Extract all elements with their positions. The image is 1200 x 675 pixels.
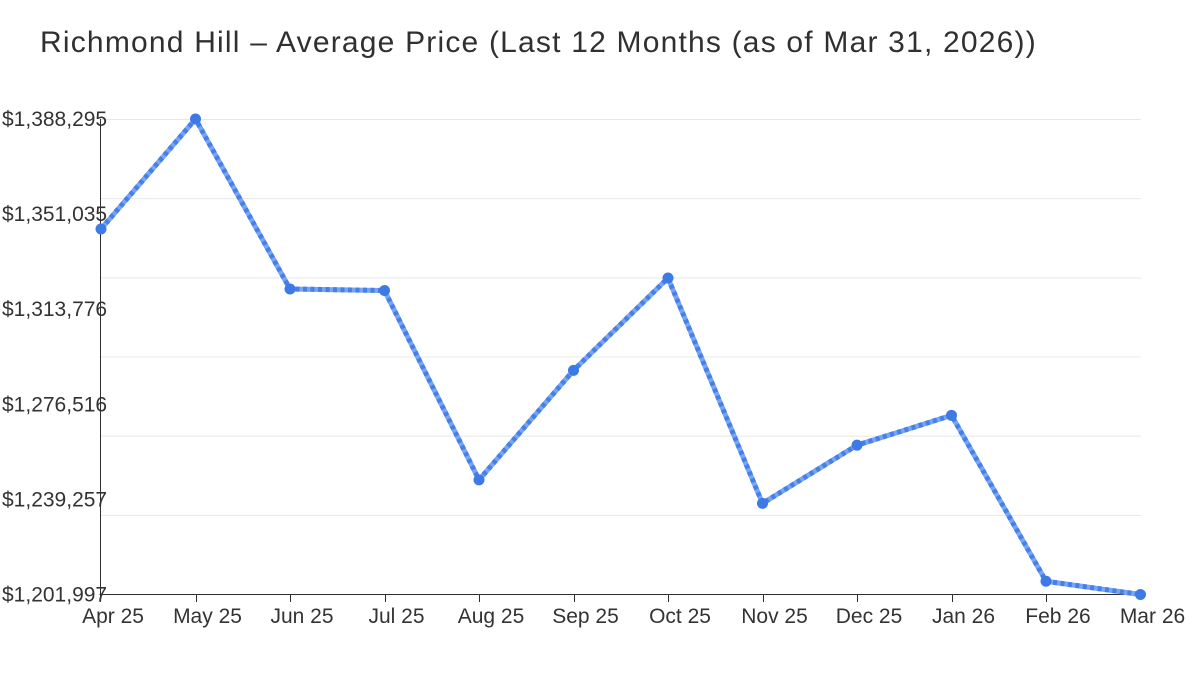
data-point-marker[interactable] (851, 439, 863, 451)
y-axis-label: $1,313,776 (2, 298, 107, 321)
x-axis-label: Aug 25 (458, 605, 525, 628)
data-point-marker[interactable] (1040, 575, 1052, 587)
data-point-marker[interactable] (568, 364, 579, 376)
x-axis-label: May 25 (173, 605, 242, 628)
y-axis-label: $1,201,997 (2, 584, 107, 607)
data-point-marker[interactable] (190, 113, 201, 125)
x-axis-label: Dec 25 (836, 605, 903, 628)
x-axis-label: Oct 25 (649, 605, 711, 628)
data-point-marker[interactable] (95, 223, 107, 235)
data-point-marker[interactable] (379, 285, 390, 297)
chart-title: Richmond Hill – Average Price (Last 12 M… (40, 26, 1037, 59)
x-axis-label: Apr 25 (82, 605, 144, 628)
x-axis-label: Jun 25 (270, 605, 333, 628)
data-point-marker[interactable] (757, 497, 768, 509)
x-axis-label: Feb 26 (1025, 605, 1090, 628)
data-point-marker[interactable] (284, 283, 296, 295)
y-axis-label: $1,239,257 (2, 488, 107, 511)
x-axis-label: Mar 26 (1120, 605, 1185, 628)
data-point-marker[interactable] (473, 474, 485, 486)
data-point-marker[interactable] (946, 409, 957, 421)
x-axis-label: Sep 25 (552, 605, 619, 628)
x-axis-label: Jul 25 (368, 605, 424, 628)
y-axis-label: $1,351,035 (2, 203, 107, 226)
y-axis-label: $1,388,295 (2, 108, 107, 131)
data-point-marker[interactable] (662, 272, 674, 284)
x-axis-label: Nov 25 (741, 605, 808, 628)
y-axis-label: $1,276,516 (2, 393, 107, 416)
data-point-marker[interactable] (1135, 589, 1146, 600)
price-line-dash-texture (99, 116, 1141, 597)
x-axis-label: Jan 26 (932, 605, 995, 628)
